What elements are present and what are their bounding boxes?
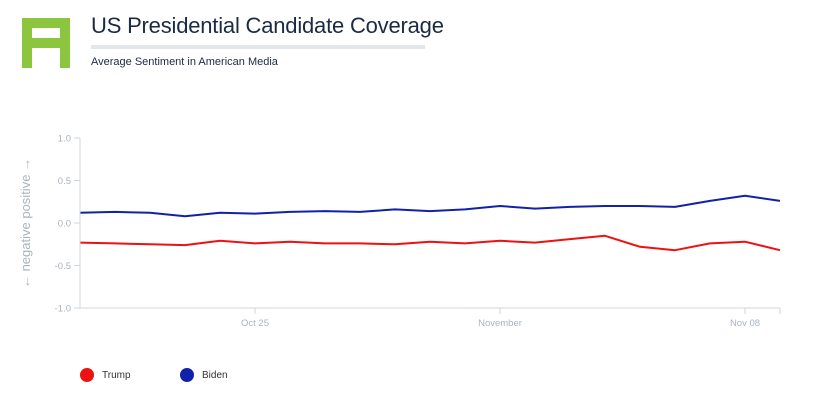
logo-icon bbox=[22, 18, 70, 68]
legend-label-biden: Biden bbox=[202, 369, 228, 381]
y-tick-label: 0.0 bbox=[58, 219, 71, 230]
trump-legend-dot-icon bbox=[80, 368, 94, 382]
series-lines bbox=[79, 194, 781, 252]
legend-item-biden[interactable]: Biden bbox=[180, 368, 228, 382]
y-axis: 1.0 0.5 0.0 -0.5 -1.0 bbox=[55, 134, 80, 315]
legend-item-trump[interactable]: Trump bbox=[80, 368, 131, 382]
chart-subtitle: Average Sentiment in American Media bbox=[91, 56, 278, 68]
legend-label-trump: Trump bbox=[102, 369, 131, 381]
y-tick-label: 1.0 bbox=[58, 134, 71, 145]
y-tick-label: 0.5 bbox=[58, 176, 71, 187]
x-tick-label: November bbox=[478, 318, 522, 329]
y-axis-label: ← negative positive → bbox=[18, 158, 33, 288]
title-underline bbox=[91, 45, 425, 49]
chart-title: US Presidential Candidate Coverage bbox=[91, 13, 444, 38]
series-line-trump[interactable] bbox=[79, 234, 781, 252]
y-tick-label: -0.5 bbox=[55, 261, 71, 272]
x-tick-label: Oct 25 bbox=[241, 318, 269, 329]
biden-legend-dot-icon bbox=[180, 368, 194, 382]
series-line-biden[interactable] bbox=[79, 194, 781, 218]
x-tick-label: Nov 08 bbox=[730, 318, 760, 329]
line-chart: 1.0 0.5 0.0 -0.5 -1.0 Oct 25 November Nov 08 ←… bbox=[18, 134, 781, 329]
x-axis: Oct 25 November Nov 08 bbox=[241, 308, 781, 329]
y-tick-label: -1.0 bbox=[55, 304, 71, 315]
